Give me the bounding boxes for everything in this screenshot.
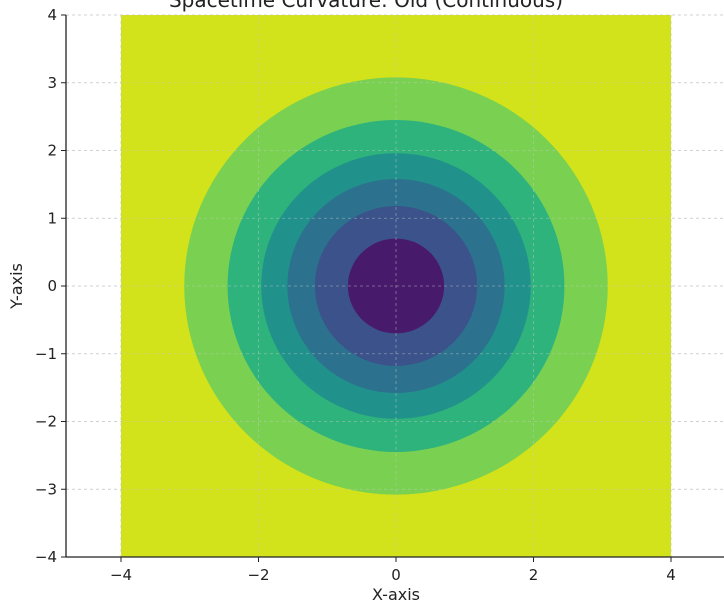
chart-title: Spacetime Curvature: Old (Continuous) — [169, 0, 563, 12]
x-tick-label: −4 — [110, 566, 132, 584]
y-tick-label: 3 — [47, 74, 57, 92]
y-tick-label: −3 — [35, 480, 57, 498]
y-axis-label: Y-axis — [7, 263, 26, 310]
y-tick-label: −4 — [35, 548, 57, 566]
x-tick-label: 2 — [529, 566, 539, 584]
x-tick-label: −2 — [247, 566, 269, 584]
axes — [61, 14, 724, 562]
tick-labels: −4 −2 0 2 4 −4 −3 −2 −1 0 1 2 3 4 — [35, 6, 676, 584]
x-tick-label: 0 — [391, 566, 401, 584]
y-tick-label: 2 — [47, 142, 57, 160]
y-tick-label: 0 — [47, 277, 57, 295]
y-tick-label: −2 — [35, 413, 57, 431]
y-tick-label: 4 — [47, 6, 57, 24]
x-axis-label: X-axis — [372, 585, 420, 604]
y-tick-label: 1 — [47, 209, 57, 227]
x-tick-label: 4 — [666, 566, 676, 584]
y-tick-label: −1 — [35, 345, 57, 363]
